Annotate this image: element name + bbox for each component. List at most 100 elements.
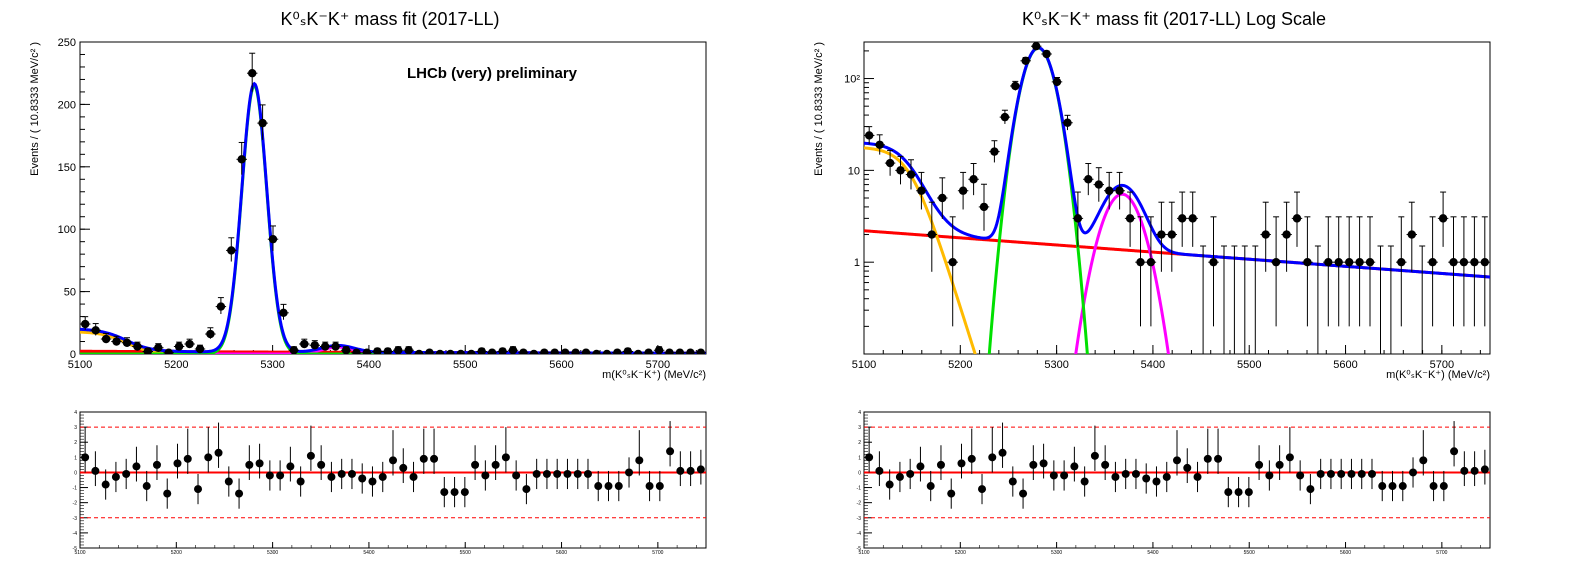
pull-marker — [696, 465, 705, 474]
pull-marker — [1131, 469, 1140, 478]
pull-point — [1460, 451, 1469, 487]
pull-marker — [512, 471, 521, 480]
pull-marker — [1378, 482, 1387, 491]
pull-marker — [1265, 471, 1274, 480]
data-point — [455, 349, 467, 354]
pull-marker — [1450, 447, 1459, 456]
pull-point — [306, 425, 315, 471]
data-point — [874, 134, 885, 155]
marker — [1188, 214, 1197, 223]
pull-marker — [1070, 462, 1079, 471]
marker — [1115, 186, 1124, 195]
marker — [1449, 257, 1458, 267]
marker — [1271, 257, 1281, 267]
data-point — [999, 109, 1011, 124]
pull-point — [481, 460, 490, 491]
marker — [467, 349, 476, 354]
pull-point — [1306, 473, 1315, 505]
data-point — [1010, 80, 1021, 91]
data-point — [601, 349, 613, 354]
y-tick-label: 100 — [58, 224, 76, 236]
pull-marker — [1234, 488, 1243, 497]
pull-marker — [471, 460, 480, 469]
marker — [435, 349, 445, 354]
left-pull-plot-area: -5 -4 -3 -2 -1 0 1 2 3 4 5100 5200 5300 5400 5500 5600 5… — [73, 410, 707, 556]
y-tick-label: 1 — [854, 257, 860, 269]
data-point — [1343, 216, 1355, 327]
marker — [1011, 81, 1020, 91]
pull-point — [430, 428, 439, 474]
data-point — [1166, 201, 1178, 272]
marker — [1324, 257, 1333, 267]
x-tick-label: 5200 — [948, 359, 972, 371]
data-point — [549, 348, 560, 354]
data-point — [184, 338, 195, 349]
pull-y-tick-label: -5 — [73, 546, 78, 552]
y-tick-label: 50 — [64, 287, 76, 299]
pull-y-tick-label: 0 — [74, 470, 77, 476]
pull-marker — [152, 460, 161, 469]
pull-point — [368, 466, 377, 497]
pull-marker — [532, 469, 541, 478]
data-point — [1302, 216, 1313, 327]
pull-y-tick-label: -3 — [73, 516, 78, 522]
pull-marker — [563, 469, 572, 478]
marker — [1052, 77, 1062, 87]
pull-point — [885, 469, 894, 500]
marker — [948, 257, 957, 267]
pull-marker — [132, 462, 141, 471]
pull-marker — [1419, 456, 1428, 465]
pull-x-tick-label: 5500 — [1244, 550, 1255, 556]
x-tick-label: 5300 — [1044, 359, 1068, 371]
marker — [644, 348, 653, 354]
marker — [456, 349, 465, 354]
marker — [1042, 49, 1051, 59]
data-point — [1333, 216, 1344, 327]
data-point — [507, 346, 519, 354]
pull-point — [142, 470, 151, 502]
marker — [1073, 214, 1083, 223]
data-point — [1354, 216, 1365, 327]
marker — [1104, 186, 1114, 195]
pull-marker — [1183, 463, 1192, 472]
marker — [958, 186, 968, 195]
pull-marker — [245, 460, 254, 469]
marker — [247, 69, 257, 78]
pull-marker — [81, 453, 90, 462]
pull-point — [1193, 461, 1202, 493]
marker — [404, 346, 413, 354]
pull-point — [255, 443, 264, 479]
pull-marker — [389, 456, 397, 465]
pull-x-tick-label: 5700 — [652, 550, 663, 556]
marker — [195, 344, 205, 354]
pull-marker — [214, 448, 223, 457]
data-point — [1103, 171, 1115, 210]
data-point — [926, 201, 938, 272]
marker — [1334, 257, 1343, 267]
pull-marker — [1296, 471, 1305, 480]
data-point — [643, 348, 654, 354]
pull-point — [132, 446, 141, 482]
data-point — [884, 149, 896, 176]
marker — [979, 202, 989, 212]
pull-point — [1244, 476, 1253, 508]
pull-point — [594, 470, 603, 502]
data-point — [226, 237, 237, 262]
pull-marker — [988, 453, 997, 462]
data-point — [1448, 216, 1459, 327]
marker — [268, 234, 278, 244]
pull-point — [276, 460, 285, 491]
pull-marker — [1049, 471, 1058, 480]
pull-marker — [614, 482, 623, 491]
data-point — [864, 126, 875, 145]
pull-marker — [1173, 456, 1181, 465]
pull-marker — [1429, 482, 1438, 491]
y-tick-label: 10² — [844, 74, 860, 86]
marker — [91, 326, 100, 335]
pull-point — [512, 460, 521, 491]
marker — [1397, 257, 1406, 267]
pull-marker — [430, 454, 439, 463]
data-point — [142, 347, 154, 354]
marker — [1480, 257, 1489, 267]
pull-marker — [1398, 482, 1407, 491]
